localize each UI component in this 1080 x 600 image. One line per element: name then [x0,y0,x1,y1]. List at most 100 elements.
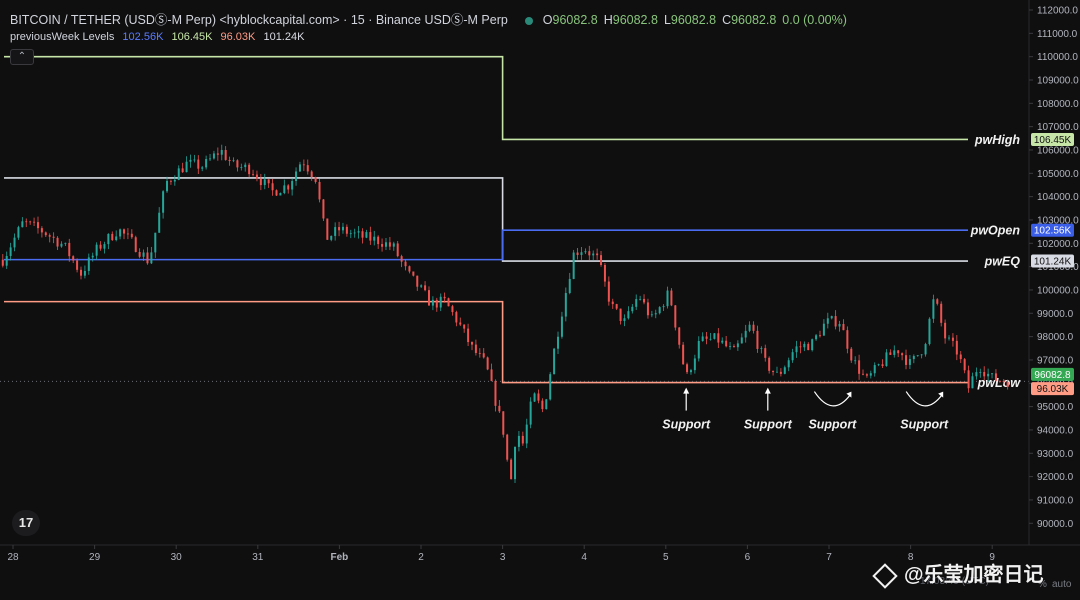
candle-body [846,330,849,349]
candle-body [322,199,325,219]
y-tick-label: 90000.0 [1037,519,1074,530]
y-tick-label: 109000.0 [1037,75,1079,86]
percent-toggle[interactable]: % [1038,579,1047,590]
candle-body [150,252,153,264]
candle-body [377,236,380,245]
price-badge-label: 96082.8 [1034,370,1071,381]
candle-body [775,371,778,373]
y-tick-label: 103000.0 [1037,215,1079,226]
candle-body [52,236,55,238]
candle-body [944,322,947,339]
candle-body [877,364,880,366]
candle-body [310,171,313,178]
level-label-low: pwLow [977,376,1022,390]
candle-body [615,304,618,309]
x-tick-label: Feb [331,552,349,563]
candle-body [486,357,489,370]
candle-body [439,296,442,308]
candle-body [197,159,200,169]
y-tick-label: 112000.0 [1037,6,1078,17]
candle-body [306,165,309,172]
candle-body [709,338,712,340]
candle-body [318,181,321,200]
candle-body [924,344,927,355]
candle-body [138,251,141,257]
candle-body [842,323,845,331]
candle-body [275,190,278,196]
candle-body [514,446,517,480]
tradingview-logo[interactable]: 17 [12,510,40,536]
candle-body [146,252,149,264]
candle-body [177,168,180,180]
candle-body [979,372,982,373]
candle-body [525,424,528,444]
candle-body [689,370,692,373]
y-tick-label: 107000.0 [1037,122,1079,133]
candle-body [60,243,63,247]
candle-body [619,308,622,322]
candle-body [482,353,485,358]
candle-body [283,185,286,194]
x-tick-label: 7 [826,552,832,563]
candle-body [822,323,825,336]
candle-body [682,344,685,365]
candle-body [959,354,962,360]
candle-body [21,221,24,228]
auto-scale-toggle[interactable]: auto [1052,579,1072,590]
candle-body [748,324,751,331]
chevron-up-icon[interactable]: ⌃ [10,49,34,65]
candle-body [263,179,266,186]
level-label-open: pwOpen [970,224,1021,238]
indicator-value-eq: 101.24K [263,31,305,43]
eye-icon[interactable] [525,16,534,25]
candle-body [521,435,524,444]
ohlc-value: 96082.8 [670,13,717,27]
y-tick-label: 106000.0 [1037,145,1079,156]
candle-body [600,255,603,266]
x-tick-label: 5 [663,552,669,563]
y-tick-label: 92000.0 [1037,472,1074,483]
ohlc-values: O96082.8 H96082.8 L96082.8 C96082.8 0.0 (0.0… [543,13,853,27]
candle-body [717,333,720,343]
support-label: Support [808,418,857,432]
candle-body [940,303,943,323]
candle-body [341,226,344,231]
candle-body [201,167,204,169]
candle-body [740,337,743,344]
candle-body [533,393,536,402]
x-tick-label: 30 [171,552,183,563]
candle-body [459,322,462,325]
candle-body [338,227,341,231]
candle-body [216,153,219,155]
x-tick-label: 28 [7,552,19,563]
indicator-legend[interactable]: previousWeek Levels 102.56K 106.45K 96.0… [10,31,309,43]
ohlc-value: 96082.8 [552,13,598,27]
candle-body [568,278,571,294]
y-tick-label: 104000.0 [1037,192,1079,203]
price-badge-label: 96.03K [1037,384,1069,395]
candle-body [701,336,704,342]
candle-body [529,401,532,425]
candle-body [987,373,990,377]
y-tick-label: 99000.0 [1037,309,1074,320]
candle-body [126,233,129,235]
candle-body [447,298,450,307]
y-tick-label: 98000.0 [1037,332,1074,343]
ohlc-value: 0.0 (0.00%) [782,13,847,27]
ohlc-key: H [603,13,613,27]
candle-body [553,348,556,375]
candle-body [686,364,689,373]
indicator-value-open: 102.56K [122,31,164,43]
support-curve [813,391,851,407]
candle-body [166,180,169,192]
candle-body [975,372,978,377]
candle-body [912,356,915,360]
candle-body [87,257,90,271]
ohlc-key: O [542,13,553,27]
candle-body [787,360,790,368]
candle-body [193,159,196,161]
candle-body [920,354,923,356]
candle-body [400,256,403,262]
